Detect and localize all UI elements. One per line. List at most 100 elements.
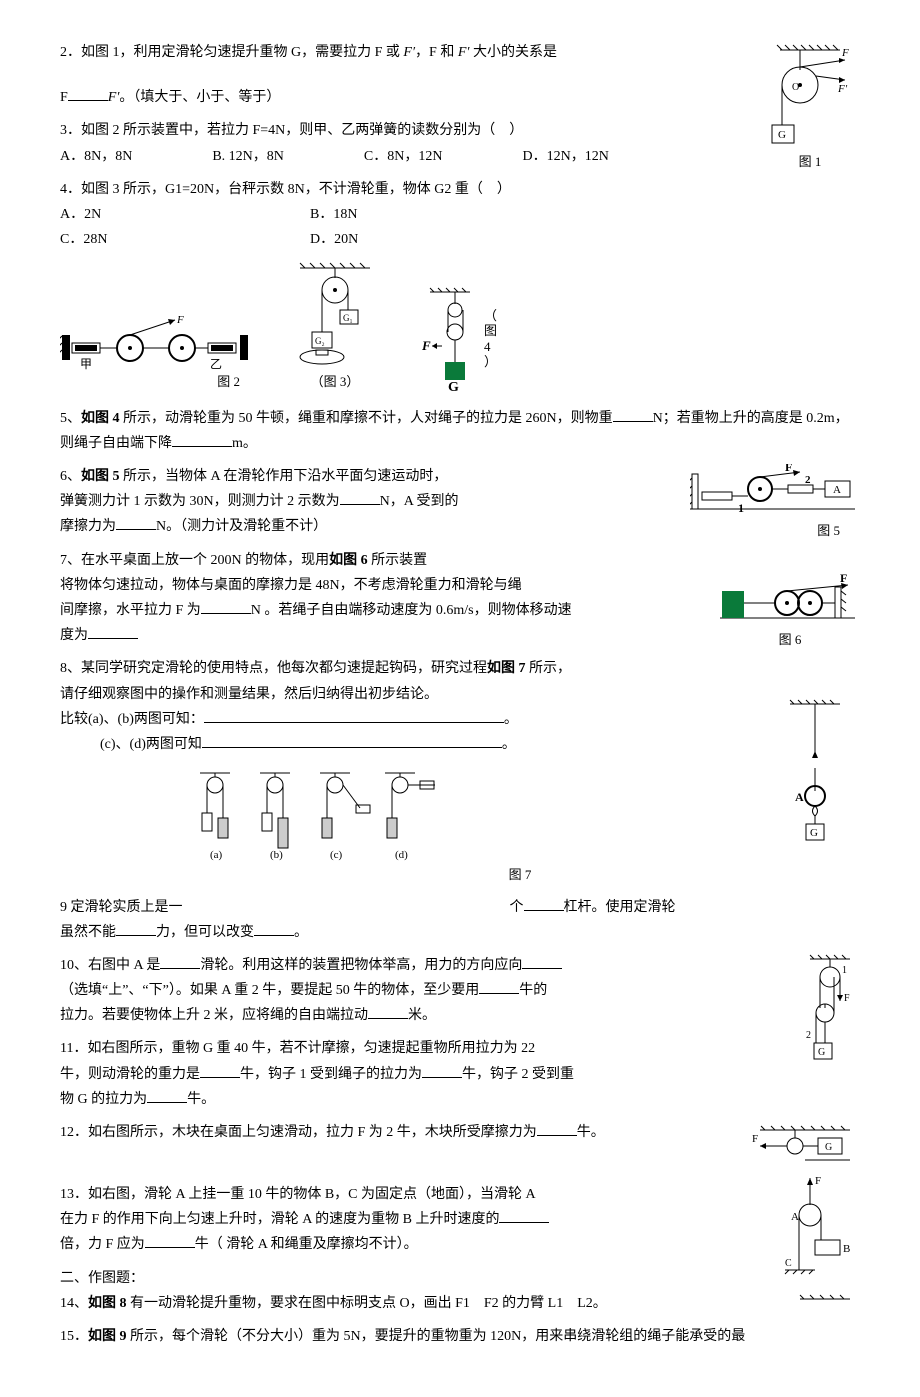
fig4-F: F <box>421 338 431 353</box>
fig4-lc: 4 <box>484 339 497 355</box>
q7-e: 间摩擦，水平拉力 F 为 <box>60 603 201 618</box>
q10-blank2[interactable] <box>522 954 562 969</box>
q9-e: 力，但可以改变 <box>156 925 254 940</box>
q7-f: N 。若绳子自由端移动速度为 0.6m/s，则物体移动速 <box>251 603 572 618</box>
q13-d: 牛（ 滑轮 A 和绳重及摩擦均不计）。 <box>195 1237 418 1252</box>
q9-b: 个 <box>510 900 524 915</box>
q13-blank1[interactable] <box>499 1208 549 1223</box>
q6-a: 6、 <box>60 469 81 484</box>
q3-A: A．8N，8N <box>60 144 132 169</box>
q9-f: 。 <box>294 925 308 940</box>
q6-blank1[interactable] <box>340 490 380 505</box>
fig10-F: F <box>844 993 850 1004</box>
fig12-F: F <box>752 1133 758 1145</box>
figure-13: F A B C <box>780 1170 855 1290</box>
q11-b: 牛，则动滑轮的重力是 <box>60 1067 200 1082</box>
fig13-C: C <box>785 1258 792 1269</box>
figure-5: F 2 A 1 <box>690 464 855 519</box>
q12-b: 牛。 <box>577 1125 605 1140</box>
q2-fprime2: F′ <box>458 45 470 60</box>
q9-blank2[interactable] <box>116 921 156 936</box>
fig8s-G: G <box>810 827 818 839</box>
q10-blank3[interactable] <box>479 979 519 994</box>
q11-blank1[interactable] <box>200 1063 240 1078</box>
fig2-jia: 甲 <box>80 357 92 370</box>
q14-b: 如图 8 <box>88 1296 127 1311</box>
q3-text: 3．如图 2 所示装置中，若拉力 F=4N，则甲、乙两弹簧的读数分别为（ ） <box>60 118 860 143</box>
fig10-1: 1 <box>842 965 847 976</box>
fig1-F: F <box>841 47 849 59</box>
q6-blank2[interactable] <box>116 515 156 530</box>
q10-b: 滑轮。利用这样的装置把物体举高，用力的方向应向 <box>200 958 522 973</box>
q14-a: 14、 <box>60 1296 88 1311</box>
q15-a: 15． <box>60 1329 88 1344</box>
q10-f: 米。 <box>408 1008 436 1023</box>
q3-D: D．12N，12N <box>522 144 608 169</box>
fig1-Fp: F′ <box>837 83 848 95</box>
fig1-O: O <box>792 82 799 93</box>
fig13-B: B <box>843 1243 850 1255</box>
q9-c: 杠杆。使用定滑轮 <box>564 900 676 915</box>
q7-blank1[interactable] <box>201 599 251 614</box>
fig2-label: 图 2 <box>60 370 240 393</box>
fig5-2: 2 <box>805 474 811 486</box>
q13-b: 在力 F 的作用下向上匀速上升时，滑轮 A 的速度为重物 B 上升时速度的 <box>60 1212 499 1227</box>
fig5-label: 图 5 <box>690 519 840 542</box>
fig7-a: (a) <box>210 849 223 861</box>
q3-B: B. 12N，8N <box>212 144 284 169</box>
q10-blank1[interactable] <box>160 954 200 969</box>
q13-blank2[interactable] <box>145 1233 195 1248</box>
fig13-A: A <box>791 1211 799 1223</box>
q11-blank3[interactable] <box>147 1088 187 1103</box>
q15-c: 所示，每个滑轮（不分大小）重为 5N，要提升的重物重为 120N，用来串绕滑轮组… <box>127 1329 746 1344</box>
fig4-ld: ） <box>484 354 497 370</box>
q11-c: 牛，钩子 1 受到绳子的拉力为 <box>240 1067 422 1082</box>
q4-A: A．2N <box>60 202 290 227</box>
q9-a: 9 定滑轮实质上是一 <box>60 900 183 915</box>
fig4-G: G <box>448 380 459 394</box>
fig5-F: F <box>785 464 792 474</box>
q5-e: m。 <box>232 436 257 451</box>
fig12-G: G <box>825 1142 832 1153</box>
q8-f: (c)、(d)两图可知 <box>100 737 202 752</box>
q12-blank[interactable] <box>537 1121 577 1136</box>
figure-6: F <box>720 573 855 628</box>
q15-b: 如图 9 <box>88 1329 127 1344</box>
fig3-G2: G₂ <box>315 336 325 346</box>
q11-e: 物 G 的拉力为 <box>60 1092 147 1107</box>
fig5-A: A <box>833 484 841 496</box>
q2-text-b: ，F 和 <box>415 45 458 60</box>
q9-blank1[interactable] <box>524 896 564 911</box>
q10-a: 10、右图中 A 是 <box>60 958 160 973</box>
q7-d: 将物体匀速拉动，物体与桌面的摩擦力是 48N，不考虑滑轮重力和滑轮与绳 <box>60 578 522 593</box>
fig6-F: F <box>840 573 847 585</box>
q2-line2c: 。（填大于、小于、等于） <box>119 90 280 105</box>
q5-a: 5、 <box>60 411 81 426</box>
q7-g: 度为 <box>60 628 88 643</box>
q2-line2b: F′ <box>108 90 120 105</box>
q8-blank2[interactable] <box>202 733 502 748</box>
q5-c: 所示，动滑轮重为 50 牛顿，绳重和摩擦不计，人对绳子的拉力是 260N，则物重 <box>120 411 613 426</box>
q11-blank2[interactable] <box>422 1063 462 1078</box>
q2-fprime1: F′ <box>403 45 415 60</box>
q7-b: 如图 6 <box>329 553 368 568</box>
figure-12: F G <box>750 1120 855 1170</box>
q5-blank2[interactable] <box>172 432 232 447</box>
q10-c: （选填“上”、“下”）。如果 A 重 2 牛，要提起 50 牛的物体，至少要用 <box>60 983 479 998</box>
fig5-1: 1 <box>738 501 744 515</box>
q7-c: 所示装置 <box>368 553 428 568</box>
q4-C: C．28N <box>60 227 290 252</box>
q3-C: C．8N，12N <box>364 144 443 169</box>
fig8s-A: A <box>795 790 804 804</box>
q8-b: 如图 7 <box>487 661 526 676</box>
q2-blank[interactable] <box>68 86 108 101</box>
q10-blank4[interactable] <box>368 1004 408 1019</box>
q7-blank2[interactable] <box>88 624 138 639</box>
q4-text: 4．如图 3 所示，G1=20N，台秤示数 8N，不计滑轮重，物体 G2 重（ … <box>60 177 860 202</box>
q9-blank3[interactable] <box>254 921 294 936</box>
q8-blank1[interactable] <box>204 708 504 723</box>
q5-blank1[interactable] <box>613 407 653 422</box>
q10-d: 牛的 <box>519 983 547 998</box>
q7-a: 7、在水平桌面上放一个 200N 的物体，现用 <box>60 553 329 568</box>
fig7-label: 图 7 <box>180 863 860 886</box>
